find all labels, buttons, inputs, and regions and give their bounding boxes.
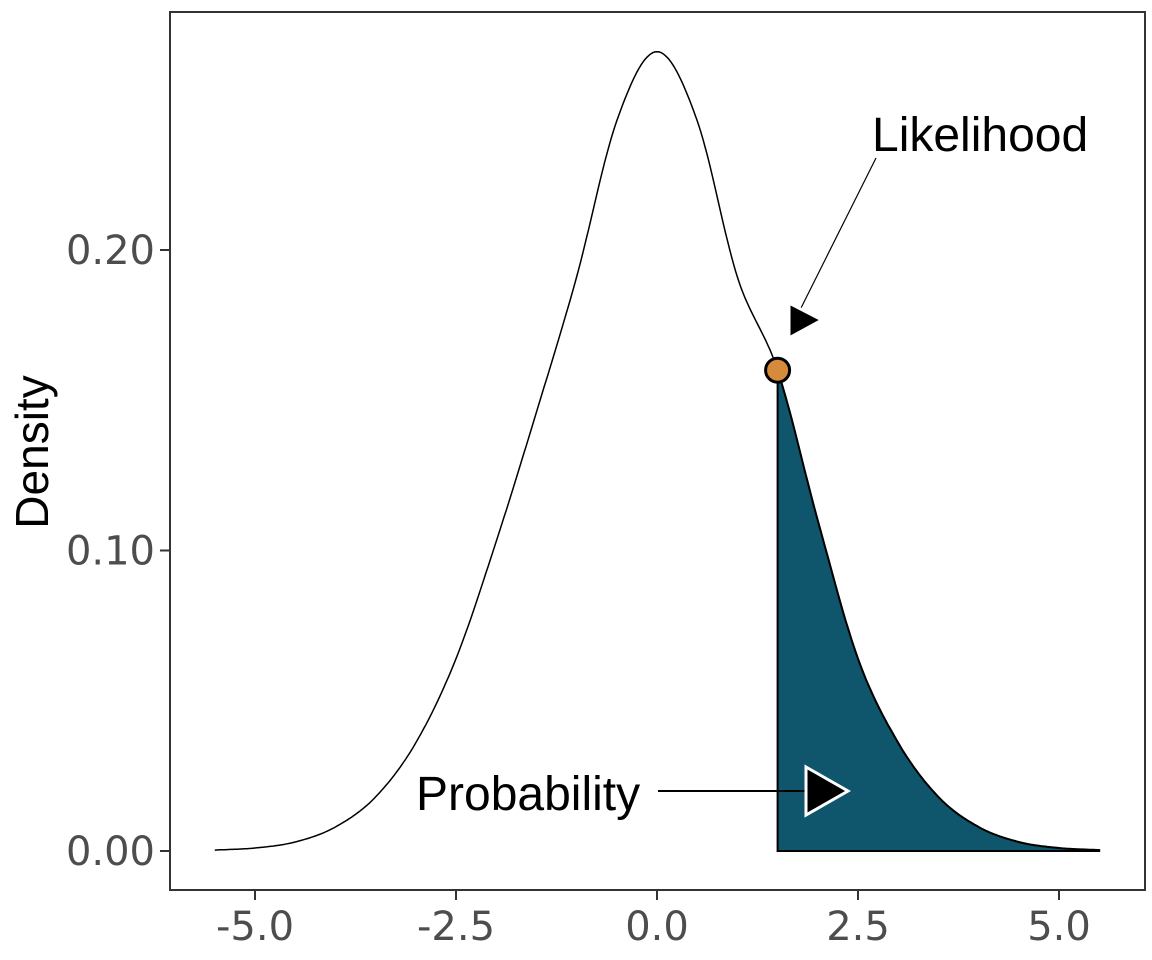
- y-axis: 0.00 0.10 0.20: [66, 228, 170, 875]
- y-tick-label: 0.20: [66, 228, 155, 274]
- x-tick-label: 0.0: [625, 904, 689, 950]
- x-tick-label: 2.5: [826, 904, 890, 950]
- x-tick-label: -5.0: [216, 904, 294, 950]
- likelihood-label: Likelihood: [872, 109, 1088, 162]
- y-tick-label: 0.00: [66, 829, 155, 875]
- y-tick-label: 0.10: [66, 529, 155, 575]
- likelihood-arrow-line: [799, 157, 877, 311]
- probability-arrow-head: [804, 764, 852, 818]
- y-axis-title: Density: [6, 375, 58, 528]
- x-axis: -5.0 -2.5 0.0 2.5 5.0: [216, 890, 1091, 950]
- x-tick-label: -2.5: [417, 904, 495, 950]
- density-curve: [214, 50, 1100, 851]
- likelihood-arrow-head: [787, 300, 826, 341]
- x-tick-label: 5.0: [1027, 904, 1091, 950]
- panel-border: [169, 11, 1146, 891]
- probability-label: Probability: [416, 768, 640, 821]
- likelihood-point: [764, 356, 792, 384]
